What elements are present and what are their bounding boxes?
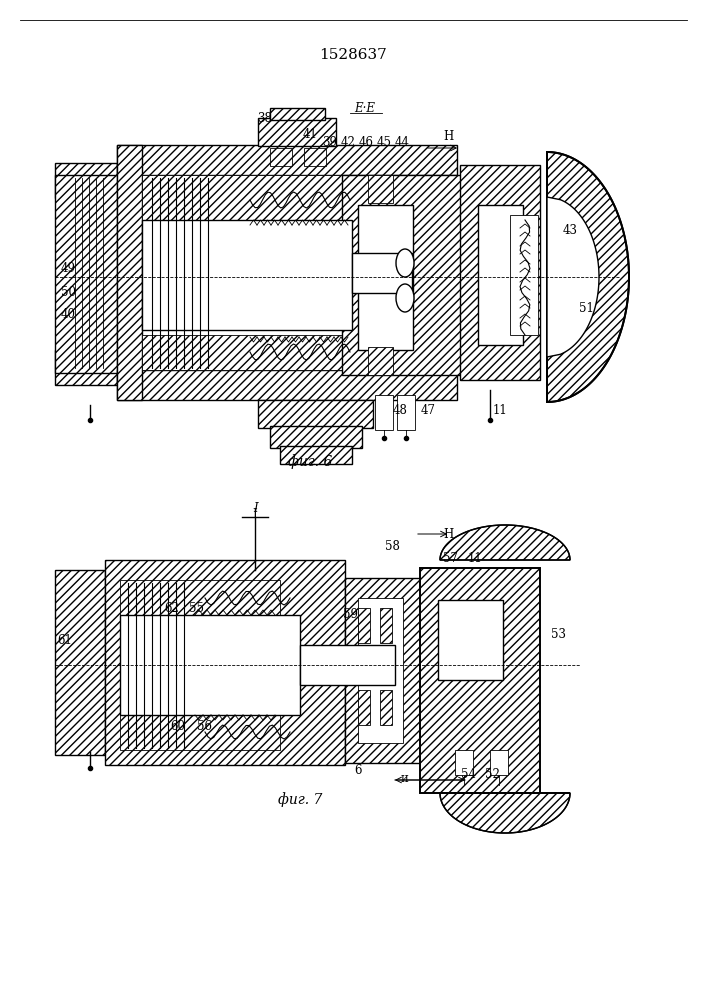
Text: E·E: E·E [354,102,375,114]
Text: I: I [252,508,257,522]
Bar [304,148,326,166]
Bar [117,145,142,400]
Bar [375,395,393,430]
Text: H: H [443,129,453,142]
Text: 46: 46 [358,135,373,148]
Bar [120,615,300,715]
Bar [438,600,503,680]
Text: 39: 39 [322,135,337,148]
Text: 58: 58 [385,540,399,552]
Text: I: I [252,502,257,514]
Text: 53: 53 [551,628,566,641]
Polygon shape [440,525,570,560]
Bar [55,163,117,198]
Bar [510,215,538,335]
Bar [368,175,393,203]
Bar [345,578,420,763]
Bar [55,350,117,385]
Text: 43: 43 [563,224,578,236]
Text: 1528637: 1528637 [319,48,387,62]
Bar [380,690,392,725]
Text: фиг. 6: фиг. 6 [288,455,332,469]
Text: 42: 42 [341,135,356,148]
Bar [358,598,403,743]
Text: 62: 62 [165,601,180,614]
Bar [117,145,457,175]
Text: 48: 48 [392,403,407,416]
Text: и: и [401,772,409,784]
Bar [142,175,342,220]
Bar [120,580,280,615]
Bar [358,608,370,643]
Text: 6: 6 [354,764,362,776]
Ellipse shape [396,284,414,312]
Bar [397,395,415,430]
Text: 41: 41 [303,127,317,140]
Text: 49: 49 [61,261,76,274]
Polygon shape [547,152,629,402]
Bar [120,715,280,750]
Text: 44: 44 [395,135,409,148]
Bar [142,220,352,330]
Bar [270,148,292,166]
Bar [270,426,362,448]
Bar [358,690,370,725]
Text: H: H [443,528,453,540]
Text: 52: 52 [484,768,499,780]
Ellipse shape [396,249,414,277]
Bar [55,570,105,755]
Text: 59: 59 [342,607,358,620]
Bar [270,108,325,120]
Bar [258,118,336,146]
Bar [478,205,523,345]
Text: 61: 61 [57,634,72,647]
Text: 54: 54 [460,768,476,780]
Bar [300,645,395,685]
Bar [258,400,373,428]
Text: фиг. 7: фиг. 7 [278,793,322,807]
Text: 40: 40 [61,308,76,320]
Polygon shape [440,793,570,833]
Bar [358,205,413,350]
Text: 60: 60 [170,720,185,732]
Text: 55: 55 [189,601,204,614]
Bar [368,347,393,375]
Text: 47: 47 [421,403,436,416]
Text: 50: 50 [61,286,76,298]
Bar [490,750,508,775]
Text: 57: 57 [443,552,457,564]
Bar [460,165,540,380]
Text: 45: 45 [377,135,392,148]
Bar [380,608,392,643]
Polygon shape [547,197,599,357]
Text: 51: 51 [578,302,593,314]
Bar [105,560,345,765]
Text: 11: 11 [467,552,482,564]
Bar [352,253,412,293]
Text: 56: 56 [197,720,211,732]
Bar [117,370,457,400]
Text: 11: 11 [493,403,508,416]
Text: 38: 38 [257,111,272,124]
Bar [420,568,540,793]
Bar [142,335,342,370]
Bar [342,175,462,375]
Bar [280,446,352,464]
Bar [55,175,117,373]
Bar [455,750,473,775]
